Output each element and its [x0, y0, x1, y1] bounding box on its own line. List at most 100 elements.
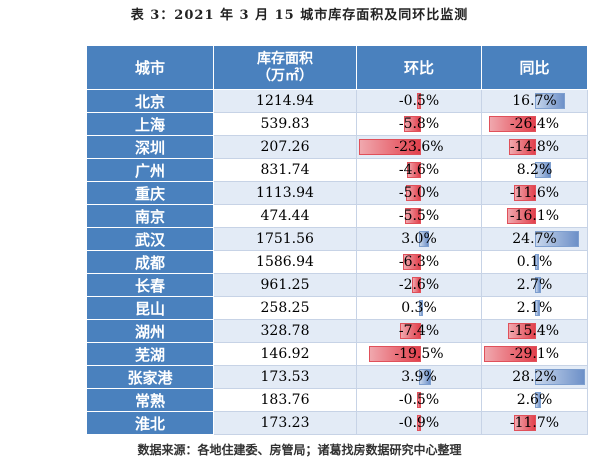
mom-cell: -7.4%	[356, 319, 482, 343]
mom-cell: -4.6%	[356, 158, 482, 182]
area-cell: 1751.56	[213, 227, 357, 251]
table-row: 常熟 183.76 -0.5% 2.6%	[86, 388, 588, 412]
mom-cell: -23.6%	[356, 135, 482, 159]
city-cell-value: 成都	[134, 253, 165, 272]
mom-cell-value: 3.9%	[401, 369, 437, 385]
city-cell-value: 北京	[134, 92, 165, 111]
area-cell-value: 173.53	[260, 369, 310, 385]
mom-cell-value: -4.6%	[398, 162, 440, 178]
yoy-data-bar	[514, 415, 537, 431]
area-cell-value: 961.25	[260, 277, 310, 293]
city-cell-value: 深圳	[134, 138, 165, 157]
yoy-cell: -14.8%	[481, 135, 588, 159]
table-row: 张家港 173.53 3.9% 28.2%	[86, 365, 588, 389]
mom-data-bar	[404, 116, 421, 132]
mom-cell: -5.5%	[356, 204, 482, 228]
mom-data-bar	[406, 185, 421, 201]
area-cell: 258.25	[213, 296, 357, 320]
city-cell: 常熟	[86, 388, 214, 412]
mom-cell: -0.9%	[356, 411, 482, 435]
yoy-cell: -11.7%	[481, 411, 588, 435]
yoy-cell: 2.7%	[481, 273, 588, 297]
city-cell-value: 长春	[134, 276, 165, 295]
mom-cell-value: -5.8%	[398, 116, 440, 132]
city-cell-value: 武汉	[134, 230, 165, 249]
yoy-cell: 24.7%	[481, 227, 588, 251]
mom-data-bar	[417, 93, 421, 109]
table-row: 湖州 328.78 -7.4% -15.4%	[86, 319, 588, 343]
yoy-cell-value: -11.7%	[509, 415, 560, 431]
area-cell: 328.78	[213, 319, 357, 343]
mom-cell-value: -7.4%	[398, 323, 440, 339]
yoy-data-bar	[534, 369, 586, 385]
header-area-line2: （万㎡）	[257, 67, 313, 84]
area-cell-value: 183.76	[260, 392, 310, 408]
area-cell-value: 539.83	[260, 116, 310, 132]
area-cell: 173.23	[213, 411, 357, 435]
mom-cell: 0.3%	[356, 296, 482, 320]
mom-cell: 3.9%	[356, 365, 482, 389]
city-cell: 上海	[86, 112, 214, 136]
yoy-cell: -16.1%	[481, 204, 588, 228]
table-row: 昆山 258.25 0.3% 2.1%	[86, 296, 588, 320]
yoy-data-bar	[508, 139, 537, 155]
table-row: 长春 961.25 -2.6% 2.7%	[86, 273, 588, 297]
area-cell-value: 1751.56	[256, 231, 314, 247]
header-city: 城市	[86, 45, 214, 90]
yoy-cell: -26.4%	[481, 112, 588, 136]
mom-cell: -0.5%	[356, 388, 482, 412]
yoy-cell-value: -29.1%	[509, 346, 560, 362]
yoy-data-bar	[514, 185, 537, 201]
yoy-cell: 8.2%	[481, 158, 588, 182]
city-cell: 长春	[86, 273, 214, 297]
mom-cell: -0.5%	[356, 89, 482, 113]
city-cell: 南京	[86, 204, 214, 228]
mom-data-bar	[416, 415, 421, 431]
mom-data-bar	[419, 369, 431, 385]
yoy-data-bar	[488, 116, 537, 132]
mom-cell: -19.5%	[356, 342, 482, 366]
table-title: 表 3：2021 年 3 月 15 城市库存面积及同环比监测	[130, 8, 469, 23]
mom-data-bar	[405, 208, 421, 224]
mom-cell-value: -0.5%	[398, 93, 440, 109]
yoy-cell: -11.6%	[481, 181, 588, 205]
city-cell-value: 芜湖	[134, 345, 165, 364]
yoy-cell-value: -15.4%	[509, 323, 560, 339]
city-cell-value: 淮北	[134, 414, 165, 433]
mom-data-bar	[402, 254, 421, 270]
area-cell-value: 1113.94	[256, 185, 314, 201]
mom-data-bar	[359, 139, 421, 155]
area-cell: 1214.94	[213, 89, 357, 113]
header-yoy: 同比	[481, 45, 588, 90]
area-cell: 183.76	[213, 388, 357, 412]
city-cell-value: 昆山	[134, 299, 165, 318]
table-row: 武汉 1751.56 3.0% 24.7%	[86, 227, 588, 251]
header-row: 城市 库存面积 （万㎡） 环比 同比	[86, 45, 588, 90]
area-cell: 474.44	[213, 204, 357, 228]
city-cell: 昆山	[86, 296, 214, 320]
mom-cell-value: -0.5%	[398, 392, 440, 408]
area-cell: 173.53	[213, 365, 357, 389]
yoy-cell-value: 8.2%	[516, 162, 553, 178]
city-cell-value: 广州	[134, 161, 165, 180]
yoy-cell: 2.6%	[481, 388, 588, 412]
yoy-cell: 16.7%	[481, 89, 588, 113]
yoy-cell-value: -11.6%	[509, 185, 560, 201]
yoy-cell-value: 2.7%	[516, 277, 553, 293]
area-cell-value: 328.78	[260, 323, 310, 339]
area-cell-value: 1586.94	[256, 254, 314, 270]
yoy-cell: -29.1%	[481, 342, 588, 366]
area-cell: 831.74	[213, 158, 357, 182]
yoy-cell-value: 16.7%	[512, 93, 557, 109]
table-row: 淮北 173.23 -0.9% -11.7%	[86, 411, 588, 435]
mom-data-bar	[412, 277, 421, 293]
mom-cell-value: -2.6%	[398, 277, 440, 293]
table-row: 南京 474.44 -5.5% -16.1%	[86, 204, 588, 228]
mom-cell-value: -6.3%	[398, 254, 440, 270]
city-cell-value: 湖州	[134, 322, 165, 341]
city-cell-value: 上海	[134, 115, 165, 134]
yoy-cell-value: -26.4%	[509, 116, 560, 132]
city-cell-value: 张家港	[127, 368, 173, 387]
area-cell: 539.83	[213, 112, 357, 136]
header-mom: 环比	[356, 45, 482, 90]
